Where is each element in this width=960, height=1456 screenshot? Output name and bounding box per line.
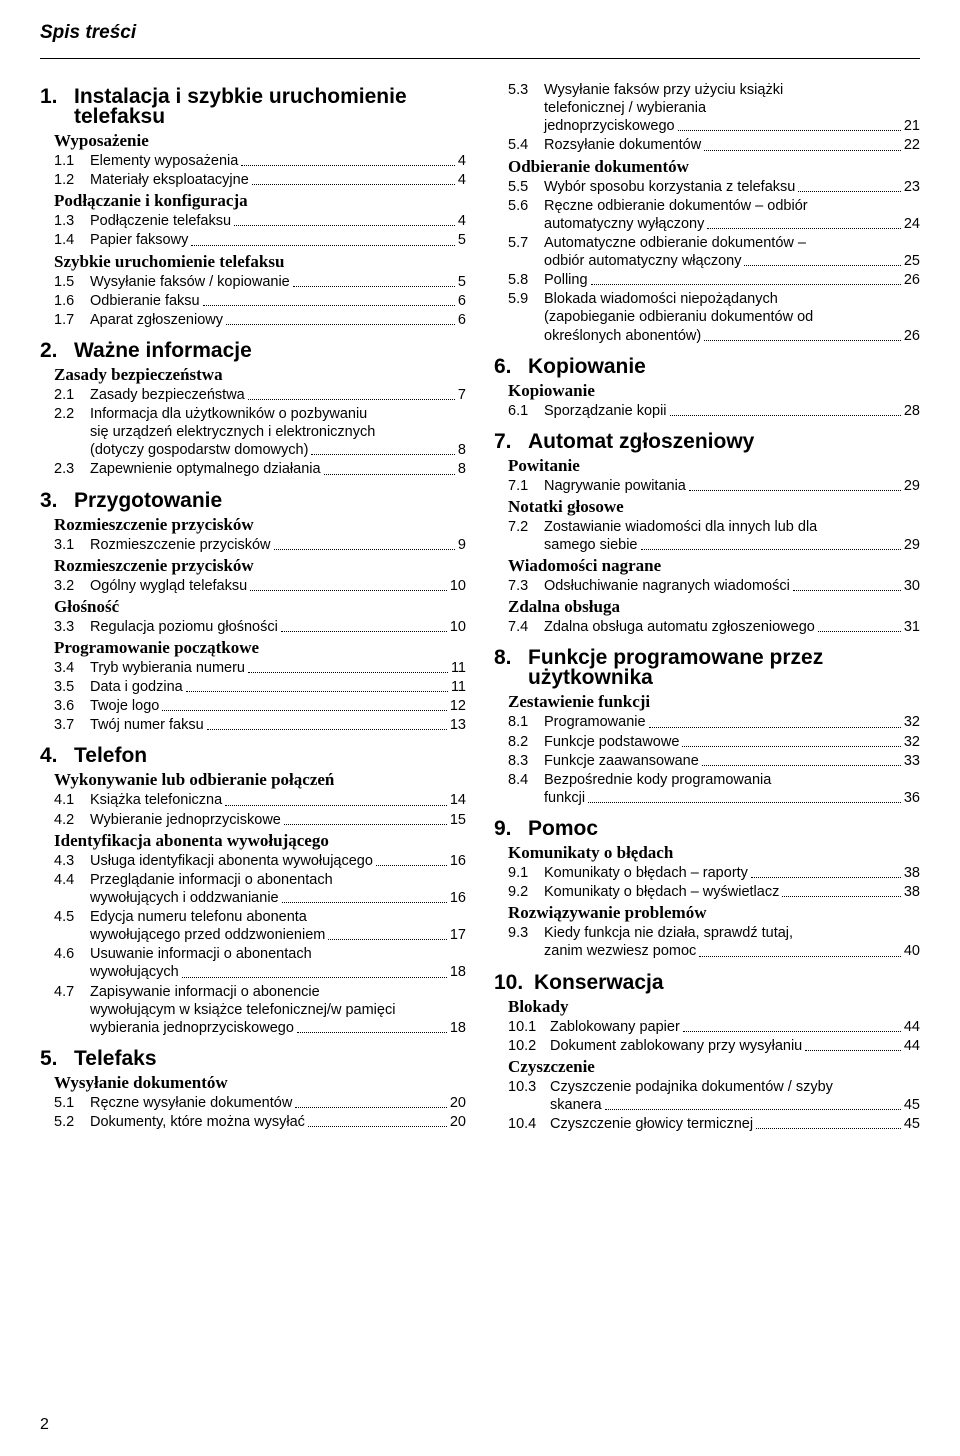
toc-entry: 8.3Funkcje zaawansowane33 [508, 752, 920, 770]
toc-entry: 5.1Ręczne wysyłanie dokumentów20 [54, 1094, 466, 1112]
section-title: Wyposażenie [54, 131, 466, 151]
section-title: Zestawienie funkcji [508, 692, 920, 712]
chapter-num: 1. [40, 85, 74, 109]
toc-entry: 5.4Rozsyłanie dokumentów22 [508, 136, 920, 154]
section-title: Odbieranie dokumentów [508, 157, 920, 177]
toc-entry-multi: 5.7Automatyczne odbieranie dokumentów – … [508, 234, 920, 270]
chapter-9: 9.Pomoc [494, 817, 920, 841]
toc-entry: 8.1Programowanie32 [508, 713, 920, 731]
section-title: Powitanie [508, 456, 920, 476]
section-title: Rozwiązywanie problemów [508, 903, 920, 923]
toc-entry-multi: 4.7Zapisywanie informacji o abonencie wy… [54, 983, 466, 1037]
toc-entry: 2.3Zapewnienie optymalnego działania8 [54, 460, 466, 478]
toc-entry-multi: 10.3Czyszczenie podajnika dokumentów / s… [508, 1078, 920, 1114]
toc-entry: 4.3Usługa identyfikacji abonenta wywołuj… [54, 852, 466, 870]
section-title: Podłączanie i konfiguracja [54, 191, 466, 211]
section-title: Identyfikacja abonenta wywołującego [54, 831, 466, 851]
toc-entry: 7.3Odsłuchiwanie nagranych wiadomości30 [508, 577, 920, 595]
chapter-6: 6.Kopiowanie [494, 355, 920, 379]
toc-entry: 5.8Polling26 [508, 271, 920, 289]
section-title: Głośność [54, 597, 466, 617]
toc-entry-multi: 9.3Kiedy funkcja nie działa, sprawdź tut… [508, 924, 920, 960]
toc-entry: 4.2Wybieranie jednoprzyciskowe15 [54, 811, 466, 829]
toc-entry-multi: 5.3Wysyłanie faksów przy użyciu książki … [508, 81, 920, 135]
page-title: Spis treści [40, 22, 920, 44]
toc-entry: 5.5Wybór sposobu korzystania z telefaksu… [508, 178, 920, 196]
toc-entry: 2.1Zasady bezpieczeństwa7 [54, 386, 466, 404]
toc-entry-multi: 5.6Ręczne odbieranie dokumentów – odbiór… [508, 197, 920, 233]
left-column: 1. Instalacja i szybkie uruchomienie tel… [40, 75, 466, 1134]
toc-entry-multi: 4.4Przeglądanie informacji o abonentach … [54, 871, 466, 907]
toc-entry: 9.2Komunikaty o błędach – wyświetlacz38 [508, 883, 920, 901]
toc-entry: 1.2Materiały eksploatacyjne4 [54, 171, 466, 189]
toc-entry-multi: 4.6Usuwanie informacji o abonentach wywo… [54, 945, 466, 981]
toc-entry-multi: 8.4Bezpośrednie kody programowania funkc… [508, 771, 920, 807]
section-title: Wysyłanie dokumentów [54, 1073, 466, 1093]
section-title: Zdalna obsługa [508, 597, 920, 617]
toc-entry: 3.6Twoje logo12 [54, 697, 466, 715]
toc-page: Spis treści 1. Instalacja i szybkie uruc… [0, 0, 960, 1456]
toc-entry: 1.5Wysyłanie faksów / kopiowanie5 [54, 273, 466, 291]
toc-entry: 1.6Odbieranie faksu6 [54, 292, 466, 310]
chapter-3: 3.Przygotowanie [40, 489, 466, 513]
footer-page-number: 2 [40, 1416, 49, 1434]
chapter-2: 2.Ważne informacje [40, 339, 466, 363]
section-title: Rozmieszczenie przycisków [54, 515, 466, 535]
section-title: Kopiowanie [508, 381, 920, 401]
toc-entry: 1.4Papier faksowy5 [54, 231, 466, 249]
section-title: Wiadomości nagrane [508, 556, 920, 576]
section-title: Czyszczenie [508, 1057, 920, 1077]
toc-entry: 10.1Zablokowany papier44 [508, 1018, 920, 1036]
chapter-7: 7.Automat zgłoszeniowy [494, 430, 920, 454]
toc-entry-multi: 7.2Zostawianie wiadomości dla innych lub… [508, 518, 920, 554]
section-title: Rozmieszczenie przycisków [54, 556, 466, 576]
horizontal-rule [40, 58, 920, 59]
section-title: Zasady bezpieczeństwa [54, 365, 466, 385]
toc-entry: 5.2Dokumenty, które można wysyłać20 [54, 1113, 466, 1131]
section-title: Notatki głosowe [508, 497, 920, 517]
toc-entry: 7.1Nagrywanie powitania29 [508, 477, 920, 495]
toc-entry-multi: 5.9Blokada wiadomości niepożądanych (zap… [508, 290, 920, 344]
section-title: Programowanie początkowe [54, 638, 466, 658]
toc-entry: 4.1Książka telefoniczna14 [54, 791, 466, 809]
toc-entry: 3.5Data i godzina11 [54, 678, 466, 696]
section-title: Komunikaty o błędach [508, 843, 920, 863]
toc-entry: 3.4Tryb wybierania numeru11 [54, 659, 466, 677]
section-title: Blokady [508, 997, 920, 1017]
toc-entry: 10.4Czyszczenie głowicy termicznej45 [508, 1115, 920, 1133]
toc-entry-multi: 2.2Informacja dla użytkowników o pozbywa… [54, 405, 466, 459]
toc-entry: 3.7Twój numer faksu13 [54, 716, 466, 734]
toc-entry: 3.3Regulacja poziomu głośności10 [54, 618, 466, 636]
section-title: Wykonywanie lub odbieranie połączeń [54, 770, 466, 790]
toc-entry: 1.7Aparat zgłoszeniowy6 [54, 311, 466, 329]
toc-entry-multi: 4.5Edycja numeru telefonu abonenta wywoł… [54, 908, 466, 944]
toc-entry: 10.2Dokument zablokowany przy wysyłaniu4… [508, 1037, 920, 1055]
toc-entry: 1.1Elementy wyposażenia4 [54, 152, 466, 170]
toc-entry: 8.2Funkcje podstawowe32 [508, 733, 920, 751]
toc-entry: 3.1Rozmieszczenie przycisków9 [54, 536, 466, 554]
chapter-5: 5.Telefaks [40, 1047, 466, 1071]
toc-entry: 9.1Komunikaty o błędach – raporty38 [508, 864, 920, 882]
columns: 1. Instalacja i szybkie uruchomienie tel… [40, 75, 920, 1134]
toc-entry: 3.2Ogólny wygląd telefaksu10 [54, 577, 466, 595]
toc-entry: 6.1Sporządzanie kopii28 [508, 402, 920, 420]
chapter-4: 4.Telefon [40, 744, 466, 768]
toc-entry: 1.3Podłączenie telefaksu4 [54, 212, 466, 230]
section-title: Szybkie uruchomienie telefaksu [54, 252, 466, 272]
right-column: 5.3Wysyłanie faksów przy użyciu książki … [494, 75, 920, 1134]
toc-entry: 7.4Zdalna obsługa automatu zgłoszenioweg… [508, 618, 920, 636]
chapter-10: 10.Konserwacja [494, 971, 920, 995]
